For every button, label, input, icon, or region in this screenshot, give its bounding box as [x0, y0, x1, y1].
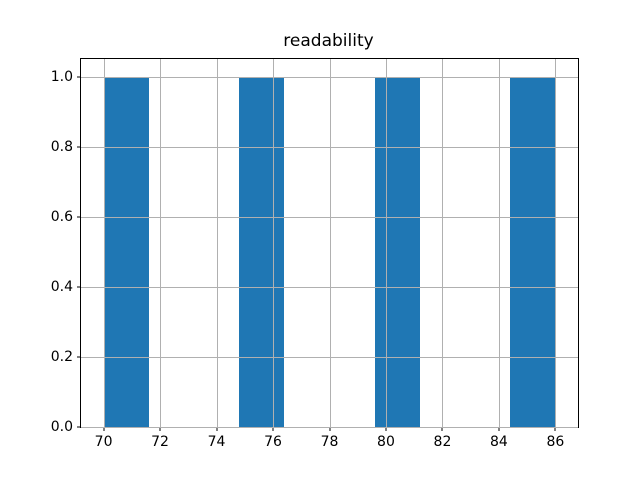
chart-title: readability: [283, 31, 374, 51]
histogram-bar: [239, 76, 285, 427]
x-tick-label: 72: [151, 434, 169, 450]
x-tick-label: 78: [320, 434, 339, 450]
y-tick-mark: [77, 356, 81, 358]
y-gridline: [81, 76, 578, 78]
x-tick-mark: [441, 427, 443, 431]
x-tick-label: 84: [490, 434, 508, 450]
y-tick-mark: [77, 286, 81, 288]
x-gridline: [442, 59, 444, 427]
x-tick-mark: [159, 427, 161, 431]
x-gridline: [160, 59, 162, 427]
x-gridline: [216, 59, 218, 427]
y-tick-label: 0.0: [50, 419, 73, 435]
y-gridline: [81, 216, 578, 218]
x-tick-label: 76: [264, 434, 282, 450]
x-tick-mark: [498, 427, 500, 431]
x-gridline: [555, 59, 557, 427]
x-tick-mark: [103, 427, 105, 431]
x-tick-label: 70: [94, 434, 113, 450]
y-tick-label: 0.6: [50, 208, 73, 225]
y-tick-mark: [77, 216, 81, 218]
x-tick-mark: [385, 427, 387, 431]
y-tick-mark: [77, 426, 81, 428]
plot-area: 70 72 74 76 78 80 82 84 86 0.0 0.2 0.4 0.6 0.8 1.0: [51, 58, 579, 450]
y-gridline: [81, 356, 578, 358]
x-tick-label: 86: [546, 434, 565, 450]
y-tick-mark: [77, 146, 81, 148]
x-tick-mark: [216, 427, 218, 431]
y-tick-mark: [77, 76, 81, 78]
x-tick-mark: [554, 427, 556, 431]
x-tick-mark: [272, 427, 274, 431]
y-tick-label: 1.0: [50, 68, 73, 85]
x-tick-label: 82: [433, 434, 452, 450]
histogram-bar: [374, 76, 420, 427]
histogram-bar: [103, 76, 149, 427]
y-gridline: [81, 146, 578, 148]
x-gridline: [329, 59, 331, 427]
y-gridline: [81, 286, 578, 288]
y-tick-label: 0.8: [50, 138, 73, 155]
histogram-bar: [510, 76, 556, 427]
x-tick-label: 80: [377, 434, 395, 450]
x-tick-mark: [329, 427, 330, 431]
x-gridline: [498, 59, 500, 427]
y-tick-label: 0.2: [50, 348, 73, 365]
x-tick-label: 74: [207, 434, 226, 450]
y-tick-label: 0.4: [50, 278, 73, 295]
